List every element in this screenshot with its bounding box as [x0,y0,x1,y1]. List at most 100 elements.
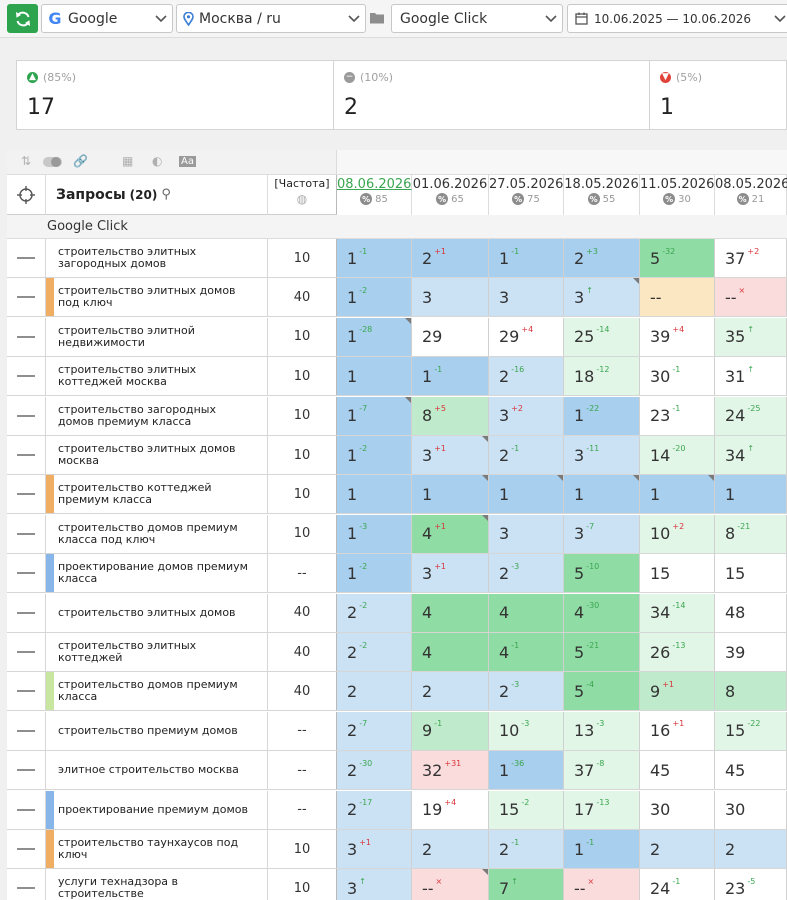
row-handle[interactable] [7,830,46,868]
position-cell[interactable]: 4 +1 [412,514,489,553]
position-cell[interactable]: 8 [715,672,787,711]
position-cell[interactable]: 4 [412,633,489,671]
position-cell[interactable]: 30 [715,790,787,829]
position-cell[interactable]: 2 [337,672,412,711]
query-cell[interactable]: строительство элитных домов под ключ [46,278,268,317]
position-cell[interactable]: 15 -22 [715,711,787,750]
position-cell[interactable]: 2 [715,830,787,868]
search-icon[interactable]: ⚲ [161,187,171,202]
contrast-icon[interactable]: ◐ [152,154,163,168]
query-cell[interactable]: строительство домов премиум класса [46,672,268,711]
table-row[interactable]: строительство таунхаусов под ключ 10 3 +1 2 2… [7,830,787,869]
position-cell[interactable]: 1 -1 [489,239,564,277]
position-cell[interactable]: 2 -3 [489,672,564,711]
position-cell[interactable]: 2 -16 [489,357,564,396]
position-cell[interactable]: 1 [489,475,564,514]
position-cell[interactable]: 2 [640,830,715,868]
refresh-button[interactable] [7,4,38,33]
position-cell[interactable]: 29 +4 [489,317,564,356]
position-cell[interactable]: 3 ↑ [564,278,640,317]
toggle-icon[interactable] [43,156,63,171]
position-cell[interactable]: 3 [412,278,489,317]
position-cell[interactable]: 48 [715,593,787,632]
table-row[interactable]: строительство элитных домов 40 2 -2 4 4 4 -30 34… [7,593,787,633]
position-cell[interactable]: 2 -17 [337,790,412,829]
summary-card-up[interactable]: ▲ (85%) 17 [17,61,334,129]
row-handle[interactable] [7,239,46,277]
row-handle[interactable] [7,672,46,711]
position-cell[interactable]: 9 +1 [640,672,715,711]
position-cell[interactable]: 37 +2 [715,239,787,277]
position-cell[interactable]: 3 [489,278,564,317]
row-handle[interactable] [7,357,46,396]
position-cell[interactable]: 3 -11 [564,436,640,474]
row-handle[interactable] [7,790,46,829]
position-cell[interactable]: 1 [715,475,787,514]
query-cell[interactable]: строительство элитных домов москва [46,436,268,474]
row-handle[interactable] [7,593,46,632]
position-cell[interactable]: 1 [337,475,412,514]
position-cell[interactable]: 2 -2 [337,593,412,632]
summary-card-unchanged[interactable]: − (10%) 2 [334,61,650,129]
position-cell[interactable]: 1 -1 [337,239,412,277]
table-row[interactable]: строительство премиум домов -- 2 -7 9 -1 10 -3 1… [7,711,787,751]
position-cell[interactable]: 4 -1 [489,633,564,671]
query-cell[interactable]: строительство премиум домов [46,711,268,750]
table-row[interactable]: элитное строительство москва -- 2 -30 32 +31 1… [7,751,787,791]
position-cell[interactable]: 1 [337,357,412,396]
row-handle[interactable] [7,554,46,593]
position-cell[interactable]: 39 [715,633,787,671]
row-handle[interactable] [7,751,46,790]
query-cell[interactable]: строительство таунхаусов под ключ [46,830,268,868]
date-range-select[interactable]: 10.06.2025 — 10.06.2026 [567,4,787,33]
project-select[interactable]: Google Click [391,4,563,33]
position-cell[interactable]: -- × [564,869,640,900]
position-cell[interactable]: 37 -8 [564,751,640,790]
row-handle[interactable] [7,711,46,750]
table-row[interactable]: строительство элитных загородных домов 10… [7,239,787,278]
calculator-icon[interactable]: ▦ [122,154,134,168]
query-cell[interactable]: строительство элитных коттеджей москва [46,357,268,396]
position-cell[interactable]: 16 +1 [640,711,715,750]
row-handle[interactable] [7,278,46,317]
position-cell[interactable]: 3 [489,514,564,553]
frequency-column-header[interactable]: [Частота] ◍ [268,175,337,215]
position-cell[interactable]: 2 -3 [489,554,564,593]
position-cell[interactable]: 1 [640,475,715,514]
position-cell[interactable]: 3 +1 [412,554,489,593]
position-cell[interactable]: 34 ↑ [715,436,787,474]
table-row[interactable]: проектирование премиум домов -- 2 -17 19 +4 15… [7,790,787,830]
position-cell[interactable]: 30 [640,790,715,829]
link-icon[interactable]: 🔗 [73,154,88,168]
table-row[interactable]: услуги технадзора в строительстве 10 3 ↑ -- ×… [7,869,787,900]
position-cell[interactable]: 35 ↑ [715,317,787,356]
queries-column-header[interactable]: Запросы (20) ⚲ [46,175,268,215]
position-cell[interactable]: 9 -1 [412,711,489,750]
position-cell[interactable]: 3 ↑ [337,869,412,900]
query-cell[interactable]: проектирование домов премиум класса [46,554,268,593]
table-row[interactable]: строительство коттеджей премиум класса 10… [7,475,787,515]
region-select[interactable]: Москва / ru [176,4,366,33]
position-cell[interactable]: -- [640,278,715,317]
position-cell[interactable]: 24 -25 [715,396,787,435]
position-cell[interactable]: 10 -3 [489,711,564,750]
position-cell[interactable]: 2 +3 [564,239,640,277]
position-cell[interactable]: 1 -28 [337,317,412,356]
position-cell[interactable]: 2 -7 [337,711,412,750]
position-cell[interactable]: 1 -2 [337,278,412,317]
position-cell[interactable]: 14 -20 [640,436,715,474]
position-cell[interactable]: 3 +1 [337,830,412,868]
position-cell[interactable]: 4 [412,593,489,632]
position-cell[interactable]: 5 -10 [564,554,640,593]
position-cell[interactable]: 30 -1 [640,357,715,396]
position-cell[interactable]: 2 -2 [337,633,412,671]
date-column-header[interactable]: 11.05.2026% 30 [640,175,715,215]
position-cell[interactable]: 1 [412,475,489,514]
position-cell[interactable]: 18 -12 [564,357,640,396]
position-cell[interactable]: 19 +4 [412,790,489,829]
position-cell[interactable]: 15 [715,554,787,593]
row-handle[interactable] [7,317,46,356]
position-cell[interactable]: 5 -21 [564,633,640,671]
date-column-header[interactable]: 08.06.2026% 85 [337,175,412,215]
table-row[interactable]: строительство элитных коттеджей 40 2 -2 4 4 -1… [7,633,787,672]
